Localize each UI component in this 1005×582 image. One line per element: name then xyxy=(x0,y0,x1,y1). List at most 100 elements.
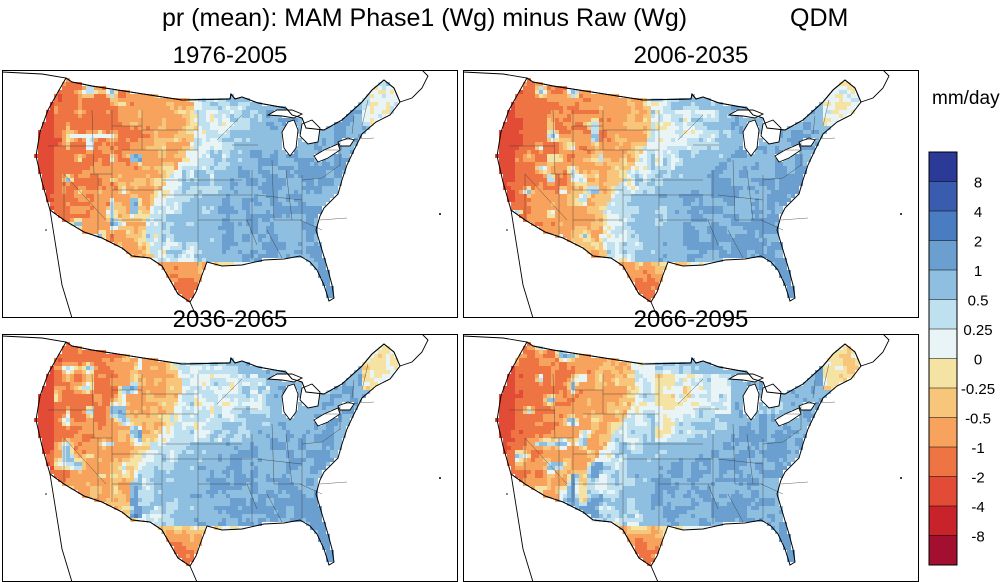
state-boundary xyxy=(351,379,355,399)
state-boundary xyxy=(822,99,830,127)
state-boundary xyxy=(351,115,355,135)
state-boundary xyxy=(524,437,568,485)
state-boundary xyxy=(780,217,809,221)
colorbar-tick-label: 2 xyxy=(974,234,982,251)
state-boundary xyxy=(319,481,348,485)
colorbar-swatch xyxy=(929,358,957,389)
state-boundary xyxy=(216,378,243,405)
precip-cells xyxy=(66,82,390,270)
state-boundary xyxy=(780,481,809,485)
state-boundary xyxy=(256,194,303,201)
precip-cells xyxy=(134,514,138,518)
state-boundary xyxy=(271,423,275,485)
state-boundary xyxy=(746,433,754,485)
state-boundary xyxy=(812,115,816,135)
state-boundary xyxy=(746,169,754,221)
colorbar-tick-label: 0.5 xyxy=(968,293,989,310)
state-boundary xyxy=(727,493,744,523)
colorbar-swatch xyxy=(929,417,957,448)
state-boundary xyxy=(760,483,784,495)
usa-outline xyxy=(35,77,401,303)
map-svg xyxy=(463,70,919,318)
colorbar-swatch xyxy=(929,329,957,359)
usa-outline xyxy=(496,77,862,303)
state-boundary xyxy=(299,219,323,231)
great-lake xyxy=(266,109,304,119)
precip-cells xyxy=(527,86,687,274)
figure-title: pr (mean): MAM Phase1 (Wg) minus Raw (Wg… xyxy=(0,4,1005,34)
state-boundary xyxy=(321,164,341,179)
bermuda-dot xyxy=(900,477,902,479)
great-lake xyxy=(266,373,304,383)
precip-cells xyxy=(62,90,218,274)
method-label: QDM xyxy=(790,4,849,32)
state-boundary xyxy=(802,401,836,405)
panel-title: 2066-2095 xyxy=(633,306,749,333)
state-boundary xyxy=(707,483,719,510)
map-panel-1: 1976-2005 xyxy=(2,42,458,318)
precip-cells xyxy=(34,94,62,210)
state-boundary xyxy=(246,483,258,510)
colorbar-swatch xyxy=(929,299,957,330)
state-boundary xyxy=(812,379,816,399)
great-lake xyxy=(281,383,299,421)
map-panel-3: 2036-2065 xyxy=(2,306,458,582)
colorbar-swatch xyxy=(929,535,957,566)
precip-cells xyxy=(515,346,663,558)
colorbar-swatch xyxy=(929,388,957,418)
map-frame xyxy=(463,70,919,318)
bermuda-dot xyxy=(900,213,902,215)
colorbar-tick-label: -2 xyxy=(971,470,984,487)
state-boundary xyxy=(216,114,243,141)
map-panel-4: 2066-2095 xyxy=(463,306,919,582)
precip-cells xyxy=(563,354,823,562)
precip-cells xyxy=(54,346,202,558)
colorbar-frame xyxy=(928,151,958,566)
state-boundary xyxy=(319,217,348,221)
great-lake xyxy=(337,137,355,147)
colorbar-swatch xyxy=(929,476,957,507)
state-boundary xyxy=(822,363,830,391)
state-boundary xyxy=(91,373,95,439)
colorbar-tick-label: -8 xyxy=(971,529,984,546)
precip-cells xyxy=(515,82,663,290)
state-boundary xyxy=(266,493,283,523)
island-dot xyxy=(45,493,47,495)
precip-cells xyxy=(70,86,398,266)
colorbar-tick-label: -0.25 xyxy=(961,381,995,398)
colorbar-swatch xyxy=(929,270,957,300)
map-frame xyxy=(2,70,458,318)
precip-cells xyxy=(54,78,206,282)
bermuda-dot xyxy=(439,477,441,479)
great-lake xyxy=(281,119,299,157)
state-boundary xyxy=(732,159,736,221)
colorbar-swatch xyxy=(929,211,957,241)
bermuda-dot xyxy=(439,213,441,215)
state-boundary xyxy=(341,137,375,141)
state-boundary xyxy=(802,137,836,141)
precip-cells xyxy=(527,90,831,266)
state-boundary xyxy=(285,433,293,485)
colorbar-tick-label: 1 xyxy=(974,263,982,280)
usa-outline xyxy=(35,341,401,567)
panel-title: 2036-2065 xyxy=(172,306,288,333)
precip-cells xyxy=(507,78,659,302)
colorbar-swatch xyxy=(929,181,957,212)
state-boundary xyxy=(762,441,784,445)
map-svg xyxy=(2,70,458,318)
state-boundary xyxy=(552,109,556,175)
state-boundary xyxy=(717,194,764,201)
island-dot xyxy=(506,493,508,495)
state-boundary xyxy=(63,173,107,221)
island-dot xyxy=(45,229,47,231)
state-boundary xyxy=(717,458,764,465)
precip-cells xyxy=(34,358,62,470)
colorbar-tick-label: 0 xyxy=(974,352,982,369)
state-boundary xyxy=(677,114,704,141)
great-lake xyxy=(798,401,816,411)
precip-cells xyxy=(507,342,659,566)
precip-cells xyxy=(515,350,831,534)
precip-cells xyxy=(46,342,194,566)
colorbar-tick-label: -0.5 xyxy=(965,411,991,428)
figure-title-text: pr (mean): MAM Phase1 (Wg) minus Raw (Wg… xyxy=(162,4,688,32)
